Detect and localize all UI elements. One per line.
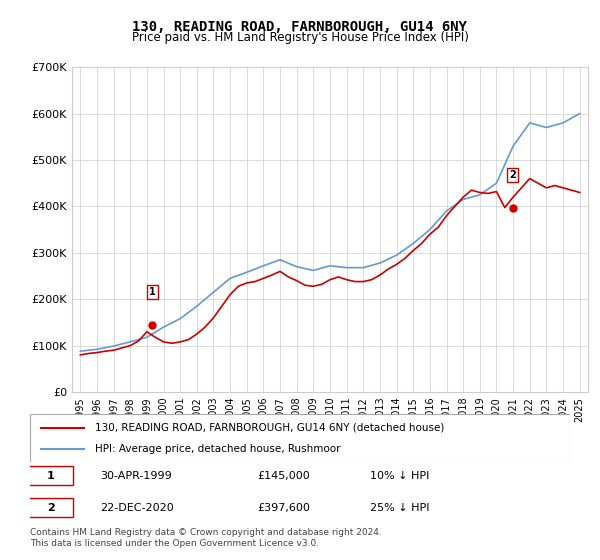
Text: £145,000: £145,000 bbox=[257, 470, 310, 480]
FancyBboxPatch shape bbox=[28, 498, 73, 517]
Text: Contains HM Land Registry data © Crown copyright and database right 2024.
This d: Contains HM Land Registry data © Crown c… bbox=[30, 528, 382, 548]
Text: 130, READING ROAD, FARNBOROUGH, GU14 6NY (detached house): 130, READING ROAD, FARNBOROUGH, GU14 6NY… bbox=[95, 423, 444, 433]
Text: 22-DEC-2020: 22-DEC-2020 bbox=[100, 503, 174, 513]
Text: 130, READING ROAD, FARNBOROUGH, GU14 6NY: 130, READING ROAD, FARNBOROUGH, GU14 6NY bbox=[133, 20, 467, 34]
Text: 25% ↓ HPI: 25% ↓ HPI bbox=[370, 503, 430, 513]
FancyBboxPatch shape bbox=[30, 414, 570, 462]
Text: £397,600: £397,600 bbox=[257, 503, 310, 513]
Text: HPI: Average price, detached house, Rushmoor: HPI: Average price, detached house, Rush… bbox=[95, 444, 340, 454]
Text: 1: 1 bbox=[47, 470, 55, 480]
Text: 30-APR-1999: 30-APR-1999 bbox=[100, 470, 172, 480]
Text: 2: 2 bbox=[47, 503, 55, 513]
FancyBboxPatch shape bbox=[28, 466, 73, 485]
Text: Price paid vs. HM Land Registry's House Price Index (HPI): Price paid vs. HM Land Registry's House … bbox=[131, 31, 469, 44]
Text: 10% ↓ HPI: 10% ↓ HPI bbox=[370, 470, 430, 480]
Text: 1: 1 bbox=[149, 287, 156, 297]
Text: 2: 2 bbox=[509, 170, 516, 180]
